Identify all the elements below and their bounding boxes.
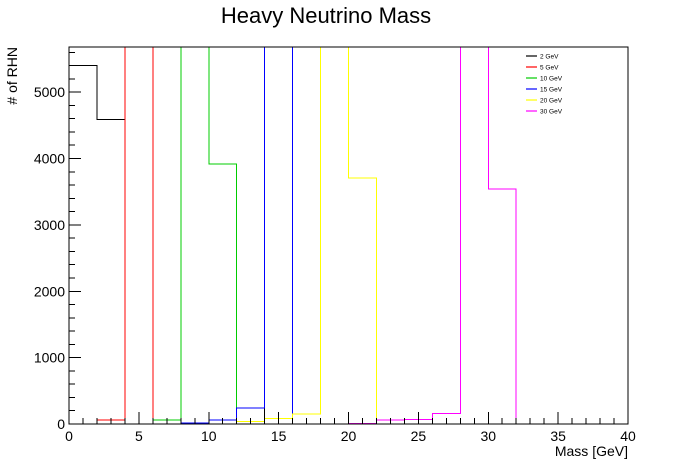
legend: 2 GeV 5 GeV 10 GeV 15 GeV 20 GeV 30 GeV (526, 54, 563, 116)
x-tick-label: 20 (341, 428, 357, 444)
x-tick-label: 25 (411, 428, 427, 444)
chart-title: Heavy Neutrino Mass (221, 3, 431, 28)
legend-entry-label: 2 GeV (540, 54, 559, 61)
legend-entry-label: 20 GeV (540, 98, 563, 105)
x-tick-label: 40 (620, 428, 636, 444)
series-line-20-gev (208, 46, 405, 425)
axes-layer: 0 5 10 15 20 25 30 35 40 0 1000 2000 3000 4000 5000 (34, 46, 636, 444)
y-tick-label: 0 (57, 416, 65, 432)
x-tick-label: 35 (550, 428, 566, 444)
y-tick-label: 1000 (34, 350, 65, 366)
y-tick-label: 3000 (34, 217, 65, 233)
legend-entry-label: 30 GeV (540, 109, 563, 116)
x-axis-label: Mass [GeV] (555, 443, 628, 459)
x-tick-label: 0 (65, 428, 73, 444)
legend-entry-label: 15 GeV (540, 87, 563, 94)
x-tick-label: 15 (271, 428, 287, 444)
y-axis-label: # of RHN (4, 47, 20, 105)
y-tick-label: 4000 (34, 151, 65, 167)
legend-entry-label: 5 GeV (540, 65, 559, 72)
y-tick-label: 2000 (34, 283, 65, 299)
legend-entry-label: 10 GeV (540, 76, 563, 83)
y-tick-label: 5000 (34, 84, 65, 100)
x-tick-label: 5 (135, 428, 143, 444)
x-tick-label: 10 (201, 428, 217, 444)
x-tick-label: 30 (480, 428, 496, 444)
